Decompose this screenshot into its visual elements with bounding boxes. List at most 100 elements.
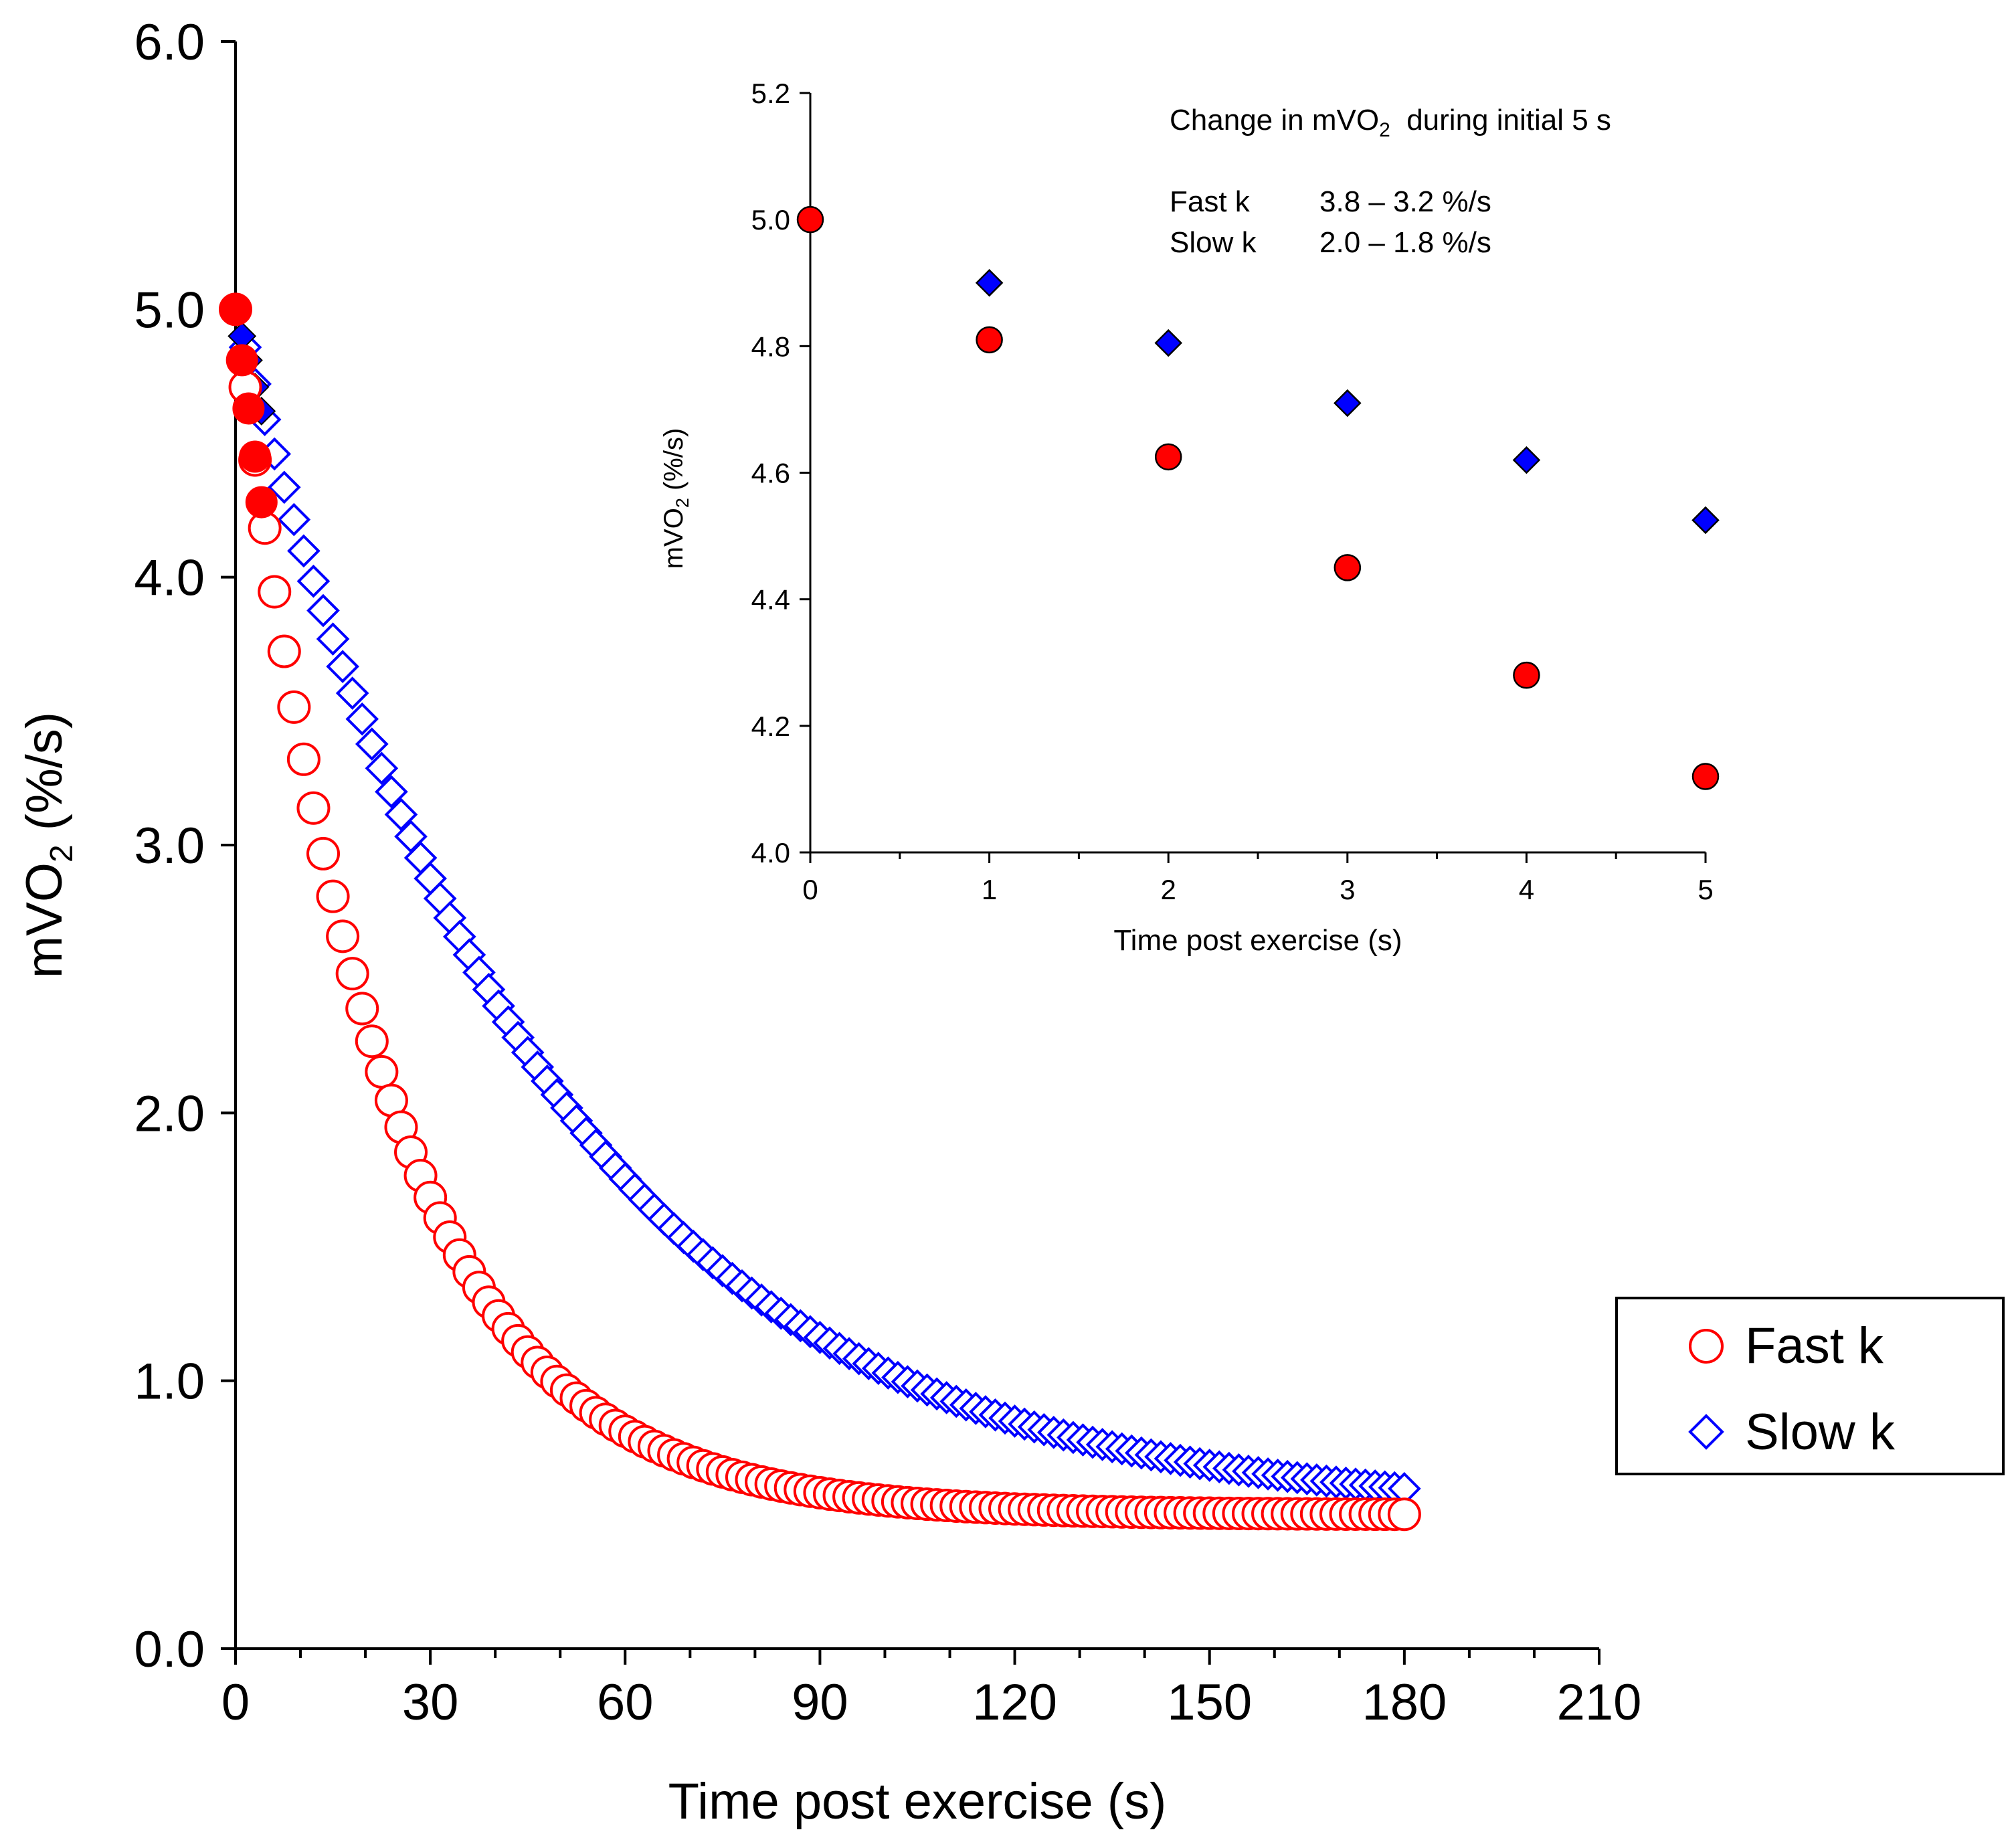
inset-series-slow-k xyxy=(975,268,1720,535)
main-point-slow-k xyxy=(267,470,301,504)
main-point-fast-k xyxy=(306,836,341,870)
main-ticks xyxy=(221,40,1600,1665)
inset-y-label-sub: 2 xyxy=(672,498,693,508)
main-y-tick-label: 4.0 xyxy=(134,550,205,607)
main-point-fast-k xyxy=(355,1024,389,1058)
inset-y-tick-label: 4.4 xyxy=(751,584,790,616)
main-x-tick-label: 60 xyxy=(597,1674,654,1731)
legend-fast-k-label: Fast k xyxy=(1745,1317,1884,1374)
inset-annotation-fast-value: 3.8 – 3.2 %/s xyxy=(1319,185,1491,218)
main-x-tick-label: 30 xyxy=(402,1674,459,1731)
main-point-fast-k xyxy=(365,1054,399,1089)
main-point-fast-k-filled xyxy=(232,392,265,425)
inset-chart: 4.0 4.2 4.4 4.6 4.8 5.0 5.2 0 1 2 3 4 5 Change in mV… xyxy=(659,78,1720,957)
main-point-slow-k xyxy=(365,751,399,786)
main-x-tick-label: 180 xyxy=(1362,1674,1447,1731)
main-x-tick-label: 90 xyxy=(792,1674,848,1731)
inset-annotation-slow-label: Slow k xyxy=(1170,226,1257,259)
inset-annotation-slow-value: 2.0 – 1.8 %/s xyxy=(1319,226,1491,259)
inset-point-slow-k xyxy=(975,268,1004,297)
main-point-slow-k xyxy=(345,702,379,736)
inset-x-tick-label: 1 xyxy=(982,874,997,905)
inset-title-tail: during initial 5 s xyxy=(1390,104,1611,136)
inset-y-label-base: mVO xyxy=(659,508,689,569)
main-point-fast-k-filled xyxy=(239,440,272,473)
inset-x-tick-label: 3 xyxy=(1340,874,1355,905)
inset-y-axis-label: mVO2 (%/s) xyxy=(659,428,693,569)
main-y-tick-label: 0.0 xyxy=(134,1621,205,1678)
main-series-slow-k xyxy=(219,292,1421,1505)
main-y-axis-label: mVO2 (%/s) xyxy=(16,712,80,978)
main-point-slow-k xyxy=(326,650,359,684)
inset-title: Change in mVO2 during initial 5 s xyxy=(1170,104,1611,141)
inset-x-tick-label: 4 xyxy=(1519,874,1534,905)
main-point-fast-k-filled xyxy=(225,344,258,377)
inset-y-tick-label: 5.0 xyxy=(751,204,790,236)
inset-point-fast-k xyxy=(1154,443,1182,471)
main-x-tick-label: 150 xyxy=(1167,1674,1252,1731)
main-point-fast-k-filled xyxy=(245,486,278,519)
inset-y-tick-label: 4.0 xyxy=(751,837,790,868)
inset-x-axis-label: Time post exercise (s) xyxy=(1113,924,1402,957)
inset-y-tick-label: 5.2 xyxy=(751,78,790,109)
main-point-slow-k xyxy=(384,798,418,832)
main-point-slow-k xyxy=(316,622,350,656)
inset-x-tick-label: 2 xyxy=(1161,874,1176,905)
inset-x-tick-label: 5 xyxy=(1698,874,1713,905)
main-point-fast-k xyxy=(277,690,311,724)
main-point-fast-k xyxy=(335,957,369,991)
inset-y-label-tail: (%/s) xyxy=(659,428,689,498)
inset-title-base: Change in mVO xyxy=(1170,104,1379,136)
inset-x-tick-label: 0 xyxy=(802,874,818,905)
inset-point-slow-k xyxy=(1691,506,1720,535)
inset-series-fast-k xyxy=(796,205,1720,790)
inset-point-fast-k xyxy=(1691,763,1720,790)
main-chart: 0.01.02.03.04.05.06.00 30 60 90 120 150 180 210… xyxy=(16,14,1641,1830)
inset-y-tick-label: 4.8 xyxy=(751,331,790,362)
inset-annotation-fast-label: Fast k xyxy=(1170,185,1251,218)
main-y-tick-label: 2.0 xyxy=(134,1085,205,1142)
inset-point-fast-k xyxy=(976,326,1003,354)
inset-tick-labels: 4.0 4.2 4.4 4.6 4.8 5.0 5.2 0 1 2 3 4 5 xyxy=(751,78,1714,905)
main-point-slow-k xyxy=(306,593,340,628)
main-y-tick-label: 5.0 xyxy=(134,282,205,339)
main-point-fast-k xyxy=(258,575,292,609)
main-x-tick-label: 210 xyxy=(1557,1674,1642,1731)
main-x-axis-label: Time post exercise (s) xyxy=(668,1773,1167,1830)
main-point-fast-k xyxy=(296,791,331,825)
main-point-slow-k xyxy=(277,502,311,537)
main-point-fast-k xyxy=(345,992,379,1026)
main-y-tick-label: 1.0 xyxy=(134,1354,205,1410)
main-y-label-sub: 2 xyxy=(44,844,80,862)
main-y-label-tail: (%/s) xyxy=(16,712,73,844)
main-y-label-base: mVO xyxy=(16,862,73,978)
main-point-slow-k xyxy=(287,534,320,568)
inset-y-tick-label: 4.6 xyxy=(751,458,790,489)
main-point-slow-k xyxy=(355,727,389,761)
inset-title-sub: 2 xyxy=(1379,119,1390,141)
main-point-fast-k xyxy=(267,634,301,668)
main-point-fast-k xyxy=(316,879,350,913)
main-point-fast-k-filled xyxy=(219,293,252,326)
inset-point-slow-k xyxy=(1154,329,1182,357)
main-x-tick-label: 0 xyxy=(221,1674,250,1731)
main-point-slow-k xyxy=(296,564,331,598)
main-point-fast-k xyxy=(1387,1497,1421,1532)
main-y-tick-label: 6.0 xyxy=(134,14,205,71)
main-series-fast-k xyxy=(219,292,1421,1532)
inset-ticks xyxy=(800,92,1707,863)
legend-slow-k-marker xyxy=(1688,1414,1724,1450)
inset-point-fast-k xyxy=(1513,661,1540,689)
main-point-fast-k xyxy=(286,742,320,776)
inset-point-slow-k xyxy=(1334,389,1362,418)
legend-box xyxy=(1615,1297,2005,1475)
main-point-fast-k xyxy=(326,919,360,953)
inset-point-fast-k xyxy=(796,205,824,234)
main-tick-labels: 0.01.02.03.04.05.06.00 30 60 90 120 150 180 210 xyxy=(134,14,1641,1731)
main-y-tick-label: 3.0 xyxy=(134,818,205,874)
inset-point-fast-k xyxy=(1334,554,1362,581)
legend: Fast k Slow k xyxy=(1615,1297,2005,1475)
legend-slow-k-label: Slow k xyxy=(1745,1404,1896,1461)
main-x-tick-label: 120 xyxy=(972,1674,1057,1731)
inset-point-slow-k xyxy=(1512,446,1541,474)
